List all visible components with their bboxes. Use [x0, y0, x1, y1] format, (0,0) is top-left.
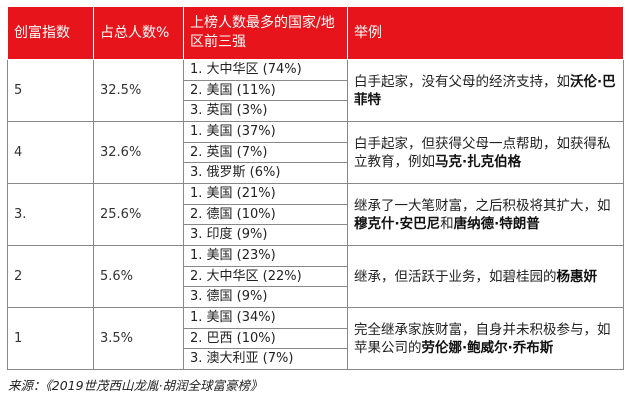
table-row: 3. 25.6% 1. 美国 (21%) 2. 德国 (10%) 3. 印度 (… — [7, 183, 624, 246]
country-item: 2. 美国 (11%) — [184, 81, 347, 102]
row-example: 继承了一大笔财富，之后积极将其扩大，如穆克什·安巴尼和唐纳德·特朗普 — [347, 183, 624, 246]
example-person: 沃伦·巴菲特 — [354, 73, 616, 108]
row-percent: 3.5% — [93, 307, 184, 370]
country-item: 1. 美国 (21%) — [184, 184, 347, 205]
row-index: 2 — [7, 245, 94, 308]
source-caption: 来源：《2019世茂西山龙胤·胡润全球富豪榜》 — [8, 378, 263, 393]
example-person: 马克·扎克伯格 — [435, 153, 522, 170]
table-header-row: 创富指数 占总人数% 上榜人数最多的国家/地区前三强 举例 — [7, 6, 624, 60]
header-countries: 上榜人数最多的国家/地区前三强 — [183, 6, 348, 60]
example-person-2: 唐纳德·特朗普 — [453, 215, 540, 232]
country-item: 1. 大中华区 (74%) — [184, 60, 347, 81]
header-percent: 占总人数% — [93, 6, 184, 60]
example-text: 完全继承家族财富，自身并未积极参与，如苹果公司的 — [354, 321, 611, 356]
row-example: 完全继承家族财富，自身并未积极参与，如苹果公司的劳伦娜·鲍威尔·乔布斯 — [347, 307, 624, 370]
country-item: 1. 美国 (37%) — [184, 122, 347, 143]
example-text: 白手起家，没有父母的经济支持，如 — [354, 73, 570, 90]
row-percent: 32.5% — [93, 59, 184, 122]
row-index: 3. — [7, 183, 94, 246]
row-index: 4 — [7, 121, 94, 184]
example-person: 穆克什·安巴尼 — [354, 215, 441, 232]
row-example: 白手起家，但获得父母一点帮助，如获得私立教育，例如马克·扎克伯格 — [347, 121, 624, 184]
country-item: 3. 英国 (3%) — [190, 103, 268, 119]
country-item: 2. 大中华区 (22%) — [184, 267, 347, 288]
row-percent: 5.6% — [93, 245, 184, 308]
row-countries: 1. 美国 (34%) 2. 巴西 (10%) 3. 澳大利亚 (7%) — [183, 307, 348, 370]
country-item: 2. 英国 (7%) — [184, 143, 347, 164]
country-item: 3. 德国 (9%) — [190, 289, 268, 305]
example-text: 继承了一大笔财富，之后积极将其扩大，如 — [354, 197, 611, 214]
row-example: 白手起家，没有父母的经济支持，如沃伦·巴菲特 — [347, 59, 624, 122]
header-example: 举例 — [347, 6, 624, 60]
country-item: 1. 美国 (34%) — [184, 308, 347, 329]
row-index: 5 — [7, 59, 94, 122]
example-person: 劳伦娜·鲍威尔·乔布斯 — [421, 339, 554, 356]
table-row: 4 32.6% 1. 美国 (37%) 2. 英国 (7%) 3. 俄罗斯 (6… — [7, 121, 624, 184]
table-row: 2 5.6% 1. 美国 (23%) 2. 大中华区 (22%) 3. 德国 (… — [7, 245, 624, 308]
country-item: 3. 澳大利亚 (7%) — [190, 351, 294, 367]
wealth-table-container: 创富指数 占总人数% 上榜人数最多的国家/地区前三强 举例 5 32.5% 1.… — [7, 6, 624, 370]
example-person: 杨惠妍 — [556, 268, 598, 285]
table-row: 1 3.5% 1. 美国 (34%) 2. 巴西 (10%) 3. 澳大利亚 (… — [7, 307, 624, 370]
country-item: 2. 巴西 (10%) — [184, 329, 347, 350]
country-item: 2. 德国 (10%) — [184, 205, 347, 226]
row-index: 1 — [7, 307, 94, 370]
example-text: 继承，但活跃于业务，如碧桂园的 — [354, 268, 557, 285]
row-countries: 1. 美国 (23%) 2. 大中华区 (22%) 3. 德国 (9%) — [183, 245, 348, 308]
row-percent: 25.6% — [93, 183, 184, 246]
header-index: 创富指数 — [7, 6, 94, 60]
row-countries: 1. 美国 (21%) 2. 德国 (10%) 3. 印度 (9%) — [183, 183, 348, 246]
row-percent: 32.6% — [93, 121, 184, 184]
wealth-index-table: 创富指数 占总人数% 上榜人数最多的国家/地区前三强 举例 5 32.5% 1.… — [7, 6, 624, 370]
table-row: 5 32.5% 1. 大中华区 (74%) 2. 美国 (11%) 3. 英国 … — [7, 59, 624, 122]
row-countries: 1. 大中华区 (74%) 2. 美国 (11%) 3. 英国 (3%) — [183, 59, 348, 122]
country-item: 3. 俄罗斯 (6%) — [190, 165, 281, 181]
example-text: 白手起家，但获得父母一点帮助，如获得私立教育，例如 — [354, 135, 611, 170]
row-countries: 1. 美国 (37%) 2. 英国 (7%) 3. 俄罗斯 (6%) — [183, 121, 348, 184]
example-connector: 和 — [440, 215, 454, 232]
country-item: 3. 印度 (9%) — [190, 227, 268, 243]
country-item: 1. 美国 (23%) — [184, 246, 347, 267]
row-example: 继承，但活跃于业务，如碧桂园的杨惠妍 — [347, 245, 624, 308]
